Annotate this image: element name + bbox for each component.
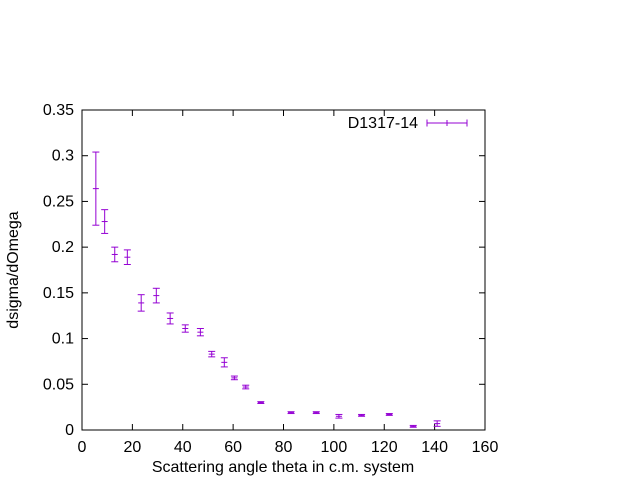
data-point [257,401,265,404]
y-tick-label: 0.25 [43,193,74,210]
tick-labels: 0 20 40 60 80 100 120 140 160 0 0.05 0.1 0.15 0.2 0.25… [43,102,499,456]
legend: D1317-14 [348,115,468,132]
x-axis-label: Scattering angle theta in c.m. system [152,459,414,476]
data-point [208,350,216,358]
data-point [152,287,160,304]
y-tick-label: 0.3 [52,148,74,165]
x-tick-label: 40 [174,439,192,456]
data-point [335,413,343,419]
y-tick-label: 0.1 [52,331,74,348]
data-point [358,413,366,417]
y-tick-label: 0.2 [52,239,74,256]
x-tick-label: 80 [275,439,293,456]
data-point [312,411,320,415]
data-series [92,151,441,428]
legend-sample [426,119,468,127]
x-tick-label: 60 [224,439,242,456]
plot-frame [81,109,486,431]
data-point [101,209,109,234]
data-point [242,384,250,390]
data-point [409,424,417,428]
y-tick-label: 0 [65,422,74,439]
x-tick-label: 120 [371,439,398,456]
data-point [385,413,393,416]
x-tick-label: 100 [321,439,348,456]
data-point [111,246,119,263]
data-point [220,357,228,368]
data-point [137,294,145,312]
y-axis-label: dsigma/dOmega [5,211,22,328]
data-point [92,151,100,226]
legend-label: D1317-14 [348,115,418,132]
y-tick-label: 0.15 [43,285,74,302]
y-tick-label: 0.05 [43,376,74,393]
x-tick-label: 0 [78,439,87,456]
data-point [181,324,189,333]
data-point [166,312,174,325]
x-tick-label: 20 [123,439,141,456]
data-point [433,420,441,427]
data-point [287,411,295,415]
axis-ticks [81,109,486,431]
y-tick-label: 0.35 [43,102,74,119]
data-point [123,249,131,266]
x-tick-label: 140 [421,439,448,456]
data-point [230,375,238,381]
data-point [196,328,204,337]
x-tick-label: 160 [472,439,499,456]
